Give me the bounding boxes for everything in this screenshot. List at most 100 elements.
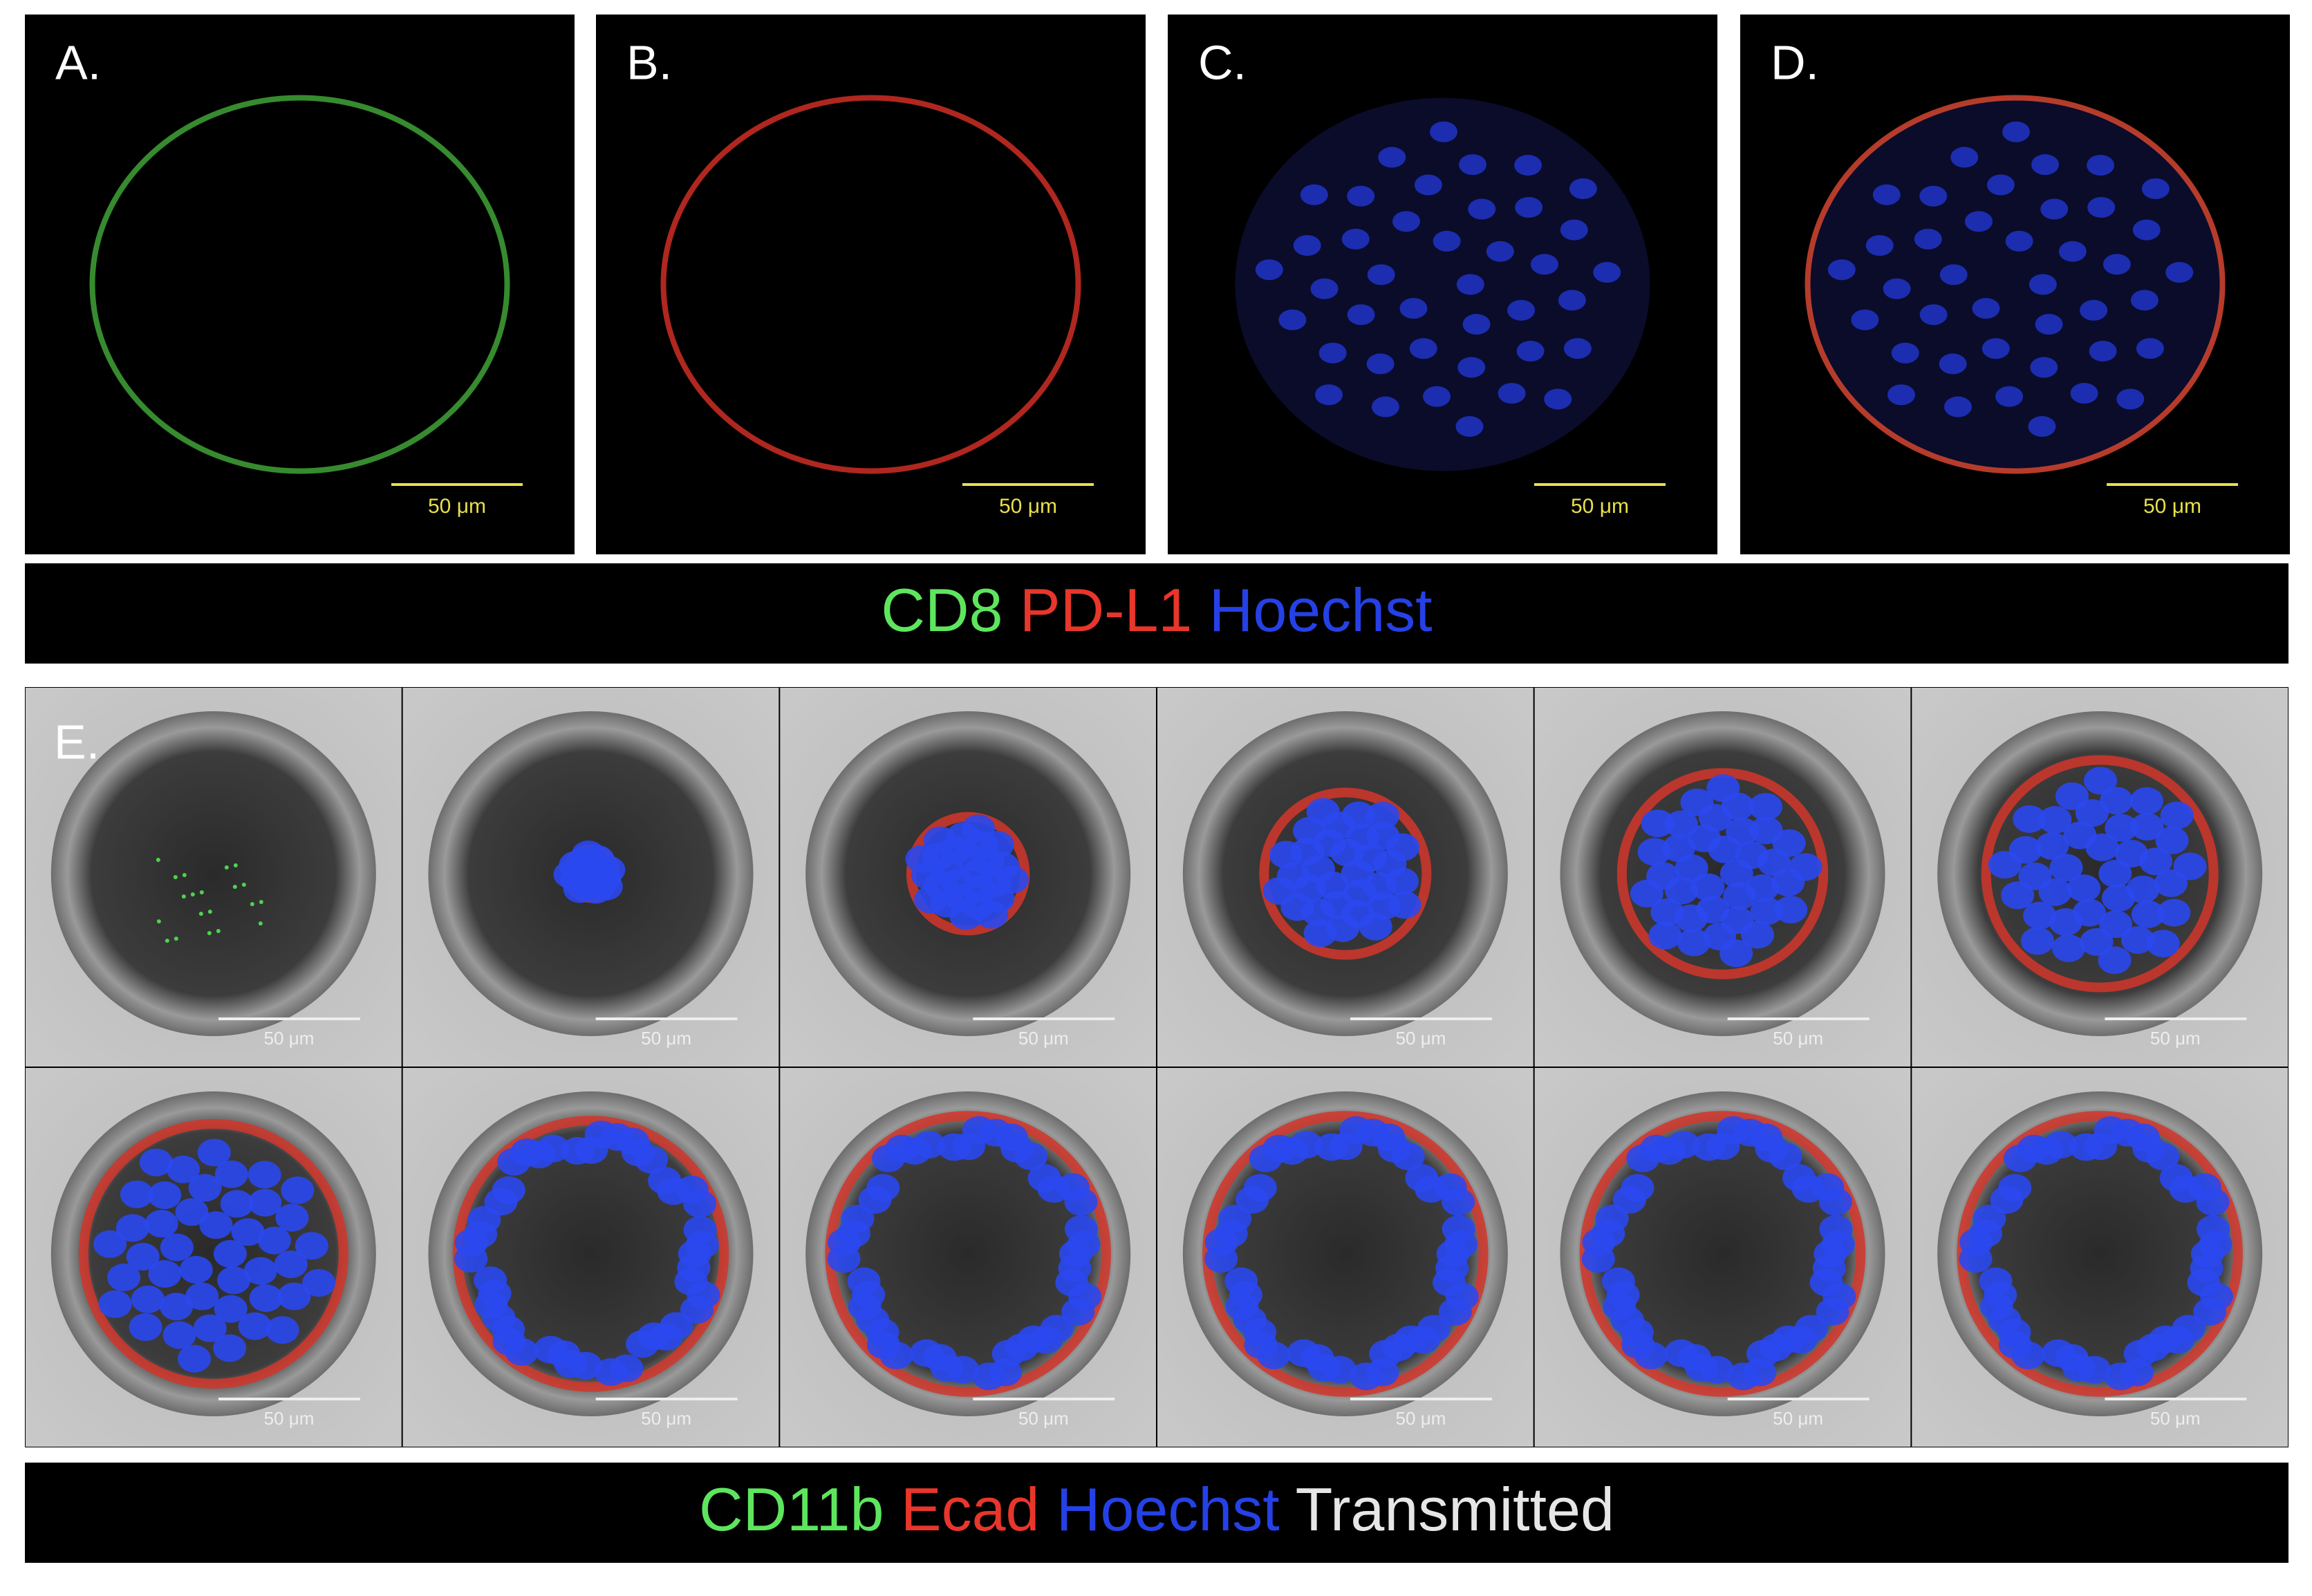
nucleus [2193,1297,2227,1326]
nucleus [1406,1326,1440,1354]
nucleus [1392,211,1420,232]
nucleus [2136,338,2164,359]
nucleus [1621,1331,1655,1359]
nucleus [1224,1267,1258,1295]
legend-item: Ecad [884,1475,1039,1543]
cd11b-dot [173,875,178,879]
nucleus [1347,304,1375,326]
nucleus [2161,1326,2194,1354]
scale-bar-label: 50 μm [264,1028,315,1049]
nucleus [2002,121,2031,142]
nucleus [213,1334,247,1362]
nucleus [2126,875,2160,903]
nucleus [1385,867,1419,896]
nucleus [674,1267,708,1295]
nucleus [1706,1132,1740,1161]
nucleus [1442,1187,1475,1216]
legend-item: CD8 [881,576,1003,644]
scale-bar-label: 50 μm [428,495,486,518]
nucleus [1809,1268,1843,1297]
nucleus [1507,299,1536,321]
nucleus [1986,174,2015,196]
nucleus [2001,881,2035,910]
nucleus [575,1136,608,1164]
nucleus [1457,357,1486,378]
nucleus [1982,338,2010,359]
nucleus [1423,386,1451,407]
image-panel [25,15,575,554]
nucleus [866,1174,900,1202]
nucleus [2169,1174,2203,1203]
nucleus [214,1295,248,1323]
nucleus [454,1228,488,1257]
nucleus [1784,1326,1818,1354]
nucleus [1582,1228,1616,1257]
scale-bar-label: 50 μm [641,1408,691,1429]
nucleus [1662,834,1696,863]
nucleus [1329,1132,1363,1161]
nucleus [2104,1362,2138,1391]
scale-bar-label: 50 μm [1773,1028,1823,1049]
nucleus [2058,241,2087,262]
nucleus [2035,314,2063,335]
nucleus [1726,817,1760,845]
nucleus [2005,230,2033,252]
nucleus [1468,198,1496,220]
ecad-ring [1259,787,1432,960]
nucleus [238,1312,272,1340]
nucleus [1973,1204,2006,1232]
nucleus [2080,299,2108,321]
nucleus [1851,309,1879,330]
nucleus [2018,862,2052,890]
nucleus [213,1240,247,1268]
nucleus [685,1230,719,1259]
nucleus [1789,853,1822,881]
nucleus [2173,852,2207,881]
nucleus [2062,1354,2096,1382]
spheroid-edge [1805,95,2226,474]
nucleus [2023,901,2057,930]
scale-bar-label: 50 μm [264,1408,315,1429]
nucleus [1979,1267,2013,1295]
nucleus [1883,278,1911,299]
nucleus [281,1176,315,1205]
nucleus [1637,838,1671,866]
nucleus [2157,899,2191,927]
nucleus [1365,802,1399,830]
nucleus [1306,798,1340,826]
nucleus [1293,235,1321,256]
nucleus [1341,228,1370,250]
nucleus [2100,787,2134,815]
nucleus [553,861,587,889]
nucleus [1255,259,1283,281]
nucleus [144,1210,178,1238]
nucleus [2075,799,2109,827]
nucleus [1067,1230,1101,1259]
nucleus [2067,874,2101,903]
nucleus [2165,262,2194,283]
nucleus [1055,1268,1089,1297]
nucleus [188,1174,222,1202]
nucleus [2116,388,2145,410]
nucleus [866,1331,900,1359]
nucleus [179,1256,213,1284]
nucleus [1341,801,1375,829]
nucleus [1950,147,1979,168]
nucleus [231,1218,265,1246]
cd11b-dot [216,929,221,933]
nucleus [923,826,957,854]
nucleus [2087,154,2115,176]
nucleus [1563,338,1592,359]
spheroid-edge [660,95,1081,474]
nucleus [2038,806,2072,834]
nucleus [1560,219,1588,241]
nucleus [1386,833,1420,861]
nucleus [1750,897,1784,926]
cd11b-dot [182,873,187,877]
nucleus [912,1131,946,1159]
scale-bar-label: 50 μm [2143,495,2201,518]
nucleus [1244,1331,1278,1359]
nucleus [2070,383,2098,404]
nucleus [1064,1187,1098,1216]
nucleus [1677,928,1710,957]
